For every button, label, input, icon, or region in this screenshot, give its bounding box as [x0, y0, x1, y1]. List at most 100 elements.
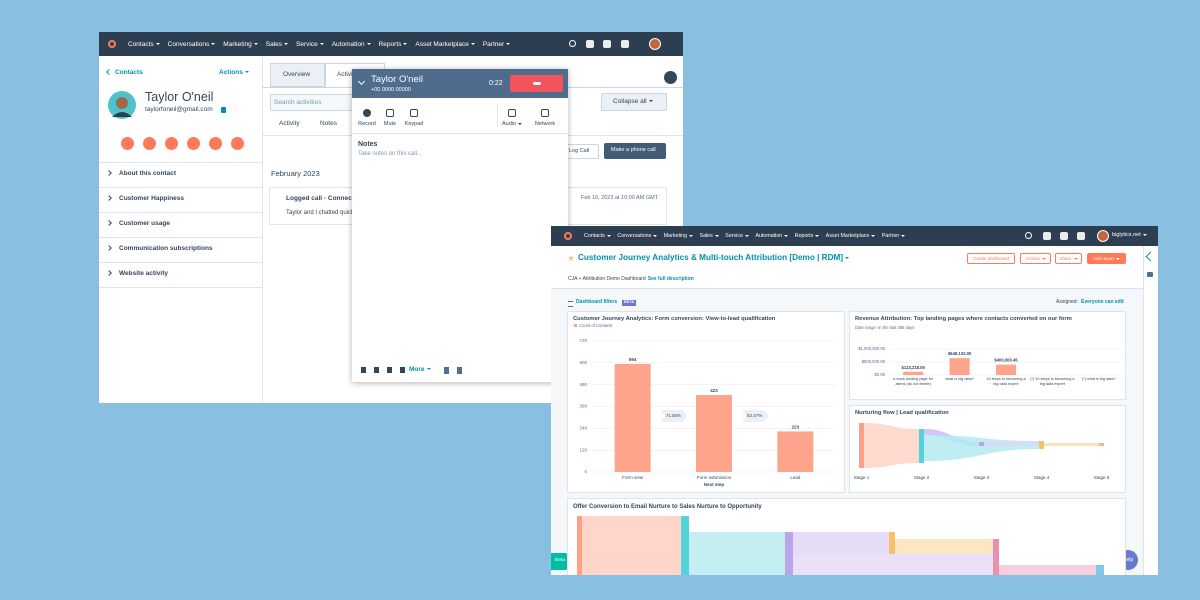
nav-item[interactable]: Conversations: [617, 233, 657, 239]
conversion-label: 71.55%: [666, 413, 681, 418]
tab[interactable]: Overview: [283, 71, 311, 78]
x-tick-label: e-book landing page for aliens (do not d…: [893, 377, 934, 386]
actions-menu[interactable]: Actions: [219, 69, 249, 77]
nav-item[interactable]: Automation: [332, 41, 371, 48]
hang-up-icon: [533, 82, 541, 85]
underline-button[interactable]: [387, 367, 392, 373]
nav-item[interactable]: Sales: [266, 41, 288, 48]
report-card: $0.00 $500,000.00 $1,000,000.00 $123,218.05…: [849, 311, 1126, 400]
rail-icon[interactable]: [1147, 272, 1153, 277]
sankey-node: [859, 423, 864, 468]
avatar-group: [108, 91, 136, 119]
nav-item[interactable]: Asset Marketplace: [415, 41, 474, 48]
chart-title: Customer Journey Analytics: Form convers…: [573, 316, 776, 322]
section-toggle[interactable]: About this contact: [107, 170, 176, 178]
nav-item[interactable]: Contacts: [584, 233, 611, 239]
chart: [577, 516, 1104, 575]
section-toggle[interactable]: Communication subscriptions: [107, 245, 213, 253]
header-button[interactable]: Share: [1055, 253, 1082, 264]
quick-action-button[interactable]: [121, 137, 134, 150]
notifications-icon[interactable]: [1077, 232, 1085, 240]
section-toggle[interactable]: Customer Happiness: [107, 195, 184, 203]
x-tick-label: (*) 10 steps to becoming a big data expe…: [1030, 377, 1075, 386]
activity-filter[interactable]: Notes: [320, 120, 337, 127]
toolbar-icon[interactable]: [444, 367, 449, 374]
quick-action-button[interactable]: [231, 137, 244, 150]
nav-item[interactable]: Marketing: [223, 41, 258, 48]
notes-title: Notes: [358, 141, 378, 148]
quick-action-button[interactable]: [165, 137, 178, 150]
quick-action-button[interactable]: [209, 137, 222, 150]
italic-button[interactable]: [374, 367, 379, 373]
control-icon[interactable]: [508, 109, 516, 117]
marketplace-icon[interactable]: [1043, 232, 1051, 240]
nav-item[interactable]: Service: [296, 41, 324, 48]
notifications-icon[interactable]: [621, 40, 629, 48]
value-label: $123,218.05: [902, 365, 926, 370]
nav-item[interactable]: Conversations: [168, 41, 216, 48]
beta-tab[interactable]: Beta: [551, 553, 569, 570]
search-icon[interactable]: [569, 40, 576, 47]
nav-menu: Contacts Conversations Marketing Sales Servi…: [584, 226, 905, 246]
chart: Stage 1 Stage 2 Stage 3 Stage 4 Stage 5: [854, 423, 1110, 480]
sankey-node: [681, 516, 689, 575]
quick-action-button[interactable]: [143, 137, 156, 150]
control-icon[interactable]: [386, 109, 394, 117]
toolbar-icon[interactable]: [457, 367, 462, 374]
dashboard-title[interactable]: Customer Journey Analytics & Multi-touch…: [578, 253, 849, 262]
section-toggle[interactable]: Website activity: [107, 270, 168, 278]
control-icon[interactable]: [363, 109, 371, 117]
nav-item[interactable]: Partner: [483, 41, 510, 48]
filters-link[interactable]: Dashboard filters: [576, 299, 618, 305]
activity-filter[interactable]: Activity: [279, 120, 300, 127]
section-toggle[interactable]: Customer usage: [107, 220, 170, 228]
y-tick-label: 360: [579, 404, 587, 409]
settings-icon[interactable]: [1060, 232, 1068, 240]
nav-item[interactable]: Reports: [795, 233, 820, 239]
avatar[interactable]: [1097, 230, 1109, 242]
assigned-value[interactable]: Everyone can edit: [1081, 299, 1124, 305]
tab[interactable]: Activities: [337, 71, 363, 78]
bold-button[interactable]: [361, 367, 366, 373]
header-button[interactable]: Add report: [1087, 253, 1126, 264]
stage-label: Stage 3: [974, 475, 990, 480]
clear-format-button[interactable]: [400, 367, 405, 373]
header-button[interactable]: Create dashboard: [967, 253, 1015, 264]
make-call-button[interactable]: [604, 143, 666, 159]
nav-item[interactable]: Asset Marketplace: [826, 233, 876, 239]
control-icon[interactable]: [541, 109, 549, 117]
legend-label: Count of Contacts: [579, 323, 613, 328]
account-name[interactable]: biglytics.net: [1112, 232, 1147, 239]
logo: [108, 40, 116, 48]
nav-item[interactable]: Partner: [882, 233, 905, 239]
search-icon[interactable]: [1025, 232, 1032, 239]
more-menu[interactable]: More: [409, 366, 431, 374]
conversion-label: 52.47%: [747, 413, 762, 418]
settings-icon[interactable]: [603, 40, 611, 48]
control-label: Audio: [502, 121, 522, 128]
nav-item[interactable]: Service: [725, 233, 749, 239]
header-button[interactable]: Actions: [1020, 253, 1051, 264]
control-label: Mute: [383, 121, 397, 127]
quick-action-button[interactable]: [187, 137, 200, 150]
control-icon[interactable]: [410, 109, 418, 117]
marketplace-icon[interactable]: [586, 40, 594, 48]
section-divider: [99, 262, 262, 263]
logo: [564, 232, 572, 240]
filter-icon[interactable]: [568, 301, 573, 307]
nav-item[interactable]: Contacts: [128, 41, 160, 48]
avatar[interactable]: [649, 38, 661, 50]
controls-border: [352, 133, 568, 134]
x-tick-label: what is big data?: [945, 377, 974, 381]
avatar-head: [116, 97, 128, 109]
nav-item[interactable]: Automation: [755, 233, 788, 239]
nav-item[interactable]: Reports: [379, 41, 408, 48]
nav-item[interactable]: Marketing: [664, 233, 693, 239]
description-link[interactable]: See full description: [647, 276, 694, 282]
back-link[interactable]: Contacts: [107, 69, 143, 77]
section-divider: [99, 237, 262, 238]
favorite-star[interactable]: [568, 255, 574, 261]
collapse-sidebar-button[interactable]: [664, 71, 677, 84]
nav-item[interactable]: Sales: [700, 233, 719, 239]
copy-icon[interactable]: [221, 107, 226, 113]
